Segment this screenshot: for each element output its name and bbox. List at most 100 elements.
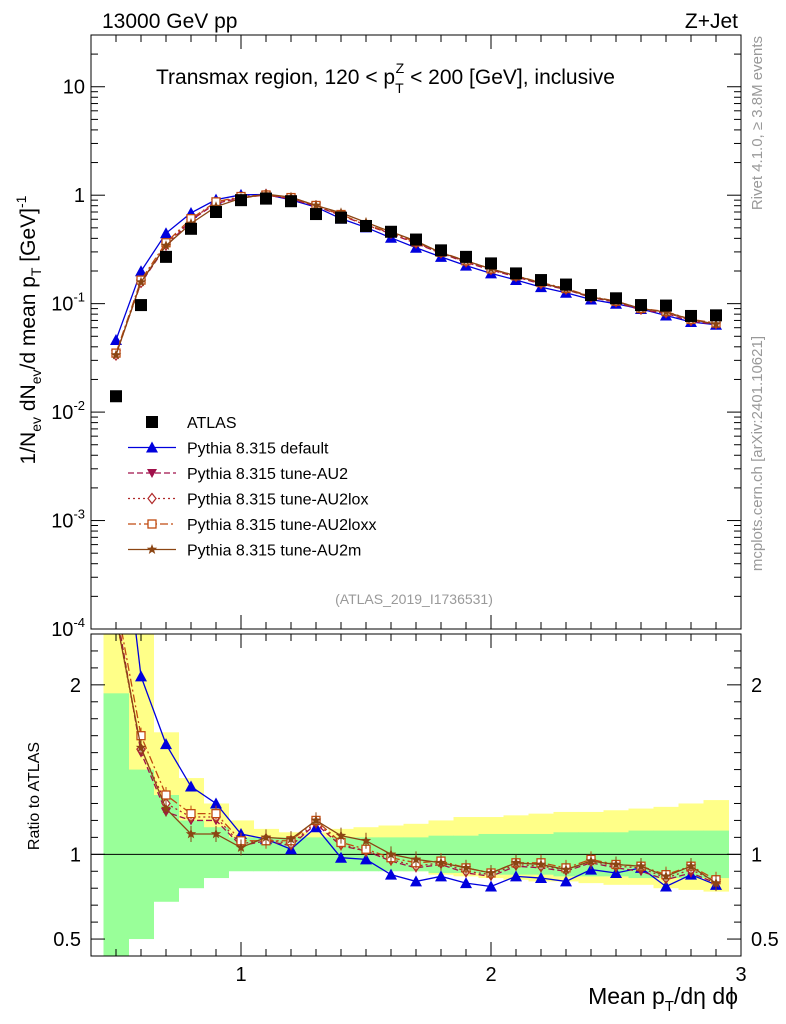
ratio-band-green xyxy=(103,693,129,956)
legend-label: ATLAS xyxy=(187,415,237,432)
data-point-atlas xyxy=(310,208,322,221)
ratio-series-marker xyxy=(435,870,447,882)
main-series-marker xyxy=(710,318,722,329)
main-ytick-label: 10-1 xyxy=(51,290,85,316)
rivet-label: Rivet 4.1.0, ≥ 3.8M events xyxy=(749,36,766,210)
header-energy: 13000 GeV pp xyxy=(102,10,237,33)
x-axis-label: Mean pT/dη dϕ xyxy=(588,983,738,1015)
ratio-series-marker xyxy=(485,867,497,878)
main-ytick-label: 1 xyxy=(74,185,85,207)
main-frame xyxy=(90,34,742,630)
data-point-atlas xyxy=(260,192,272,205)
data-point-atlas xyxy=(235,194,247,207)
main-ytick-label: 10-3 xyxy=(51,507,85,533)
ratio-series-marker xyxy=(210,797,222,809)
legend-label: Pythia 8.315 tune-AU2 xyxy=(187,466,348,483)
x-tick-label: 3 xyxy=(735,964,746,986)
ratio-ytick-label: 0.5 xyxy=(53,929,81,951)
data-point-atlas xyxy=(660,299,672,312)
ratio-series-marker xyxy=(385,848,397,859)
legend-label: Pythia 8.315 default xyxy=(187,441,329,458)
ratio-series-marker xyxy=(111,612,121,622)
analysis-id: (ATLAS_2019_I1736531) xyxy=(335,591,493,607)
main-series-marker xyxy=(660,306,672,317)
ratio-series-marker xyxy=(335,851,347,863)
main-series-marker xyxy=(135,276,147,287)
ratio-series-marker xyxy=(410,875,422,887)
main-panel: 10-4 10-3 10-2 10-1 1 10 xyxy=(51,34,742,641)
main-ylabel: 1/Nev dNev/d mean pT [GeV]-1 xyxy=(13,195,44,464)
data-point-atlas xyxy=(285,195,297,208)
ratio-series-marker xyxy=(135,670,147,682)
main-series-line xyxy=(115,193,717,356)
main-series-marker xyxy=(110,334,122,346)
ratio-series-marker xyxy=(585,855,597,866)
mcplots-label: mcplots.cern.ch [arXiv:2401.10621] xyxy=(749,336,766,571)
main-series-marker xyxy=(160,240,172,251)
legend-label: Pythia 8.315 tune-AU2lox xyxy=(187,492,368,509)
ratio-series-marker xyxy=(610,858,622,869)
ratio-panel: 0.5 0.5 1 1 2 2 1 2 3 xyxy=(53,596,779,986)
main-series-marker xyxy=(110,349,122,360)
ratio-series-marker xyxy=(135,742,147,752)
ratio-ylabel: Ratio to ATLAS xyxy=(26,742,43,850)
header-process: Z+Jet xyxy=(685,10,738,33)
ratio-ytick-label-right: 2 xyxy=(751,675,762,697)
data-point-atlas xyxy=(110,390,122,403)
legend-marker xyxy=(147,469,157,478)
ratio-series-marker xyxy=(535,858,547,869)
ratio-series-marker xyxy=(560,875,572,887)
ratio-series-marker xyxy=(185,780,197,792)
ratio-series-marker xyxy=(410,853,422,864)
data-point-atlas xyxy=(135,299,147,312)
ratio-frame xyxy=(90,633,742,957)
data-point-atlas xyxy=(585,289,597,302)
ratio-series-marker xyxy=(435,857,447,868)
ratio-series-marker xyxy=(710,877,722,888)
ratio-series-marker xyxy=(360,835,372,846)
ratio-series-marker xyxy=(285,833,297,844)
ratio-series-marker xyxy=(112,596,120,604)
data-point-atlas xyxy=(535,274,547,287)
legend-label: Pythia 8.315 tune-AU2loxx xyxy=(187,517,376,534)
ratio-series-marker xyxy=(385,868,397,880)
ratio-series-marker xyxy=(535,872,547,884)
ratio-series-marker xyxy=(660,880,672,892)
legend-marker xyxy=(146,416,158,428)
data-point-atlas xyxy=(210,205,222,218)
ratio-series-marker xyxy=(160,738,172,750)
data-point-atlas xyxy=(685,309,697,322)
main-series-line xyxy=(115,193,717,356)
ratio-series-marker xyxy=(235,842,247,852)
data-point-atlas xyxy=(385,225,397,238)
main-ytick-label: 10 xyxy=(63,77,85,99)
data-point-atlas xyxy=(610,292,622,305)
ratio-series-marker xyxy=(360,853,372,865)
ratio-series-marker xyxy=(111,605,121,614)
data-point-atlas xyxy=(710,309,722,322)
ratio-series-marker xyxy=(510,870,522,882)
legend-label: Pythia 8.315 tune-AU2m xyxy=(187,543,361,560)
data-point-atlas xyxy=(335,211,347,224)
ratio-series-marker xyxy=(485,880,497,892)
legend: ATLAS Pythia 8.315 default Pythia 8.315 tu… xyxy=(128,415,376,560)
ratio-series-marker xyxy=(510,857,522,868)
ratio-series-marker xyxy=(460,877,472,889)
legend-marker xyxy=(147,519,157,529)
legend-marker xyxy=(146,441,158,453)
plot-title: Transmax region, 120 < pTZ < 200 [GeV], … xyxy=(156,60,615,96)
main-ytick-label: 10-2 xyxy=(51,398,85,424)
x-tick-label: 1 xyxy=(235,964,246,986)
legend-marker xyxy=(146,544,158,554)
main-series-marker xyxy=(310,199,322,210)
main-series-line xyxy=(115,194,717,354)
ratio-series-marker xyxy=(112,612,120,622)
ratio-series-marker xyxy=(185,828,197,839)
ratio-series-marker xyxy=(211,808,221,819)
x-tick-label: 2 xyxy=(485,964,496,986)
ratio-ytick-label: 1 xyxy=(70,844,81,866)
ratio-series-marker xyxy=(460,862,472,873)
ratio-series-marker xyxy=(660,870,672,881)
ratio-ytick-label-right: 0.5 xyxy=(751,929,779,951)
